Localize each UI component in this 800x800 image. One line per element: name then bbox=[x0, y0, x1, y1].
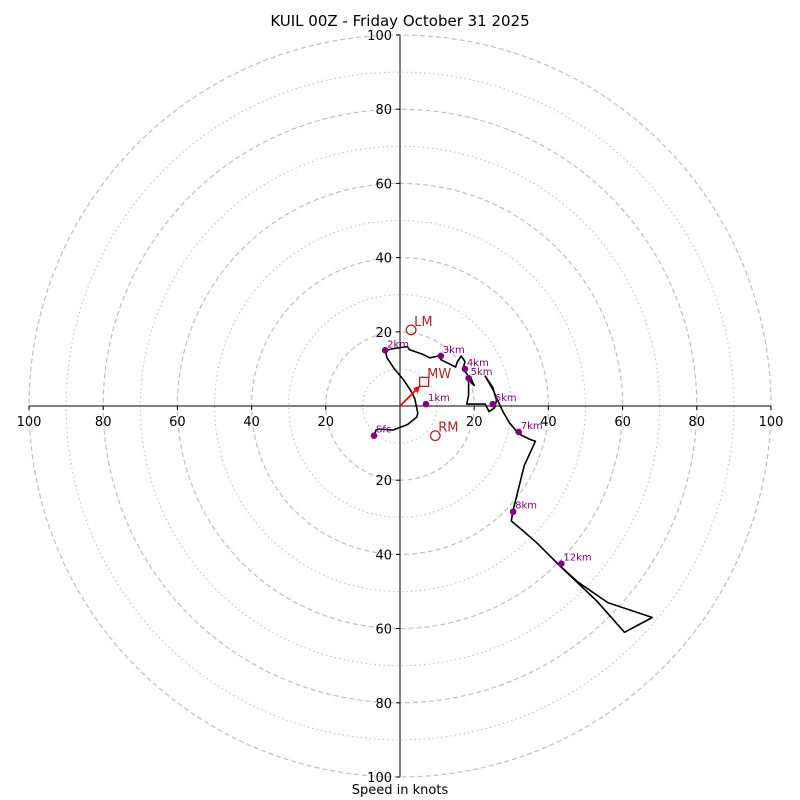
mean-wind-vector-arrowhead bbox=[412, 385, 421, 394]
height-marker-point bbox=[461, 365, 469, 373]
storm-motion-label: RM bbox=[438, 421, 458, 436]
height-marker-point bbox=[370, 432, 378, 439]
x-tick-label: 40 bbox=[540, 415, 557, 430]
storm-motion-label: MW bbox=[427, 367, 451, 382]
storm-motion-marker bbox=[429, 430, 441, 442]
y-tick-label: 80 bbox=[375, 697, 392, 712]
height-marker-point bbox=[465, 374, 472, 382]
y-tick-label: 20 bbox=[375, 474, 392, 489]
chart-title: KUIL 00Z - Friday October 31 2025 bbox=[270, 12, 530, 30]
y-tick-label: 40 bbox=[375, 252, 392, 267]
height-marker-label: 8km bbox=[515, 501, 537, 512]
height-marker-point bbox=[509, 508, 517, 516]
height-marker-label: 6km bbox=[495, 393, 517, 404]
height-marker-label: 12km bbox=[563, 553, 591, 564]
y-tick-label: 80 bbox=[375, 103, 392, 118]
height-marker-point bbox=[422, 400, 430, 408]
y-tick-label: 60 bbox=[375, 623, 392, 638]
height-marker-label: Sfc bbox=[376, 425, 391, 436]
y-tick-label: 100 bbox=[367, 771, 392, 786]
x-tick-label: 40 bbox=[243, 415, 260, 430]
x-tick-label: 20 bbox=[318, 415, 335, 430]
mean-wind-vector-group bbox=[399, 384, 422, 407]
height-marker-point bbox=[489, 400, 497, 408]
y-tick-label: 20 bbox=[375, 326, 392, 341]
storm-motion-markers: LM MW RM bbox=[405, 315, 458, 442]
height-marker-label: 7km bbox=[521, 421, 543, 432]
y-tick-label: 100 bbox=[367, 29, 392, 44]
height-marker-label: 1km bbox=[428, 393, 450, 404]
x-tick-label: 80 bbox=[95, 415, 112, 430]
tick-labels: 100 80 60 40 20 20 40 60 80 100 100 80 60 40 20 20 40 60 8… bbox=[17, 29, 784, 786]
y-tick-label: 40 bbox=[375, 548, 392, 563]
x-tick-label: 60 bbox=[614, 415, 631, 430]
y-tick-label: 60 bbox=[375, 177, 392, 192]
storm-motion-marker bbox=[405, 324, 417, 336]
x-tick-label: 60 bbox=[169, 415, 186, 430]
storm-motion-label: LM bbox=[414, 315, 432, 330]
height-marker-point bbox=[515, 428, 523, 436]
height-marker-point bbox=[437, 352, 445, 360]
x-tick-label: 100 bbox=[759, 415, 784, 430]
storm-motion-marker bbox=[418, 376, 430, 388]
x-axis-label: Speed in knots bbox=[351, 783, 449, 798]
height-marker-label: 2km bbox=[387, 339, 409, 350]
x-tick-label: 20 bbox=[466, 415, 483, 430]
x-tick-label: 100 bbox=[17, 415, 42, 430]
x-tick-label: 80 bbox=[689, 415, 706, 430]
height-marker-label: 5km bbox=[471, 367, 493, 378]
height-marker-point bbox=[558, 560, 565, 567]
height-marker-point bbox=[381, 347, 389, 354]
height-marker-label: 3km bbox=[443, 345, 465, 356]
height-marker-label: 4km bbox=[467, 358, 489, 369]
